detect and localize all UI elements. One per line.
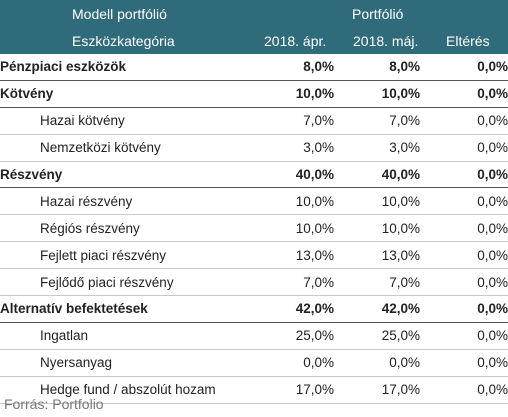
difference-value: 0,0% (420, 187, 508, 216)
may-value: 42,0% (334, 295, 420, 323)
table-row: Fejlődő piaci részvény 7,0% 7,0% 0,0% (0, 268, 508, 297)
difference-value: 0,0% (420, 54, 508, 81)
table-row: Régiós részvény 10,0% 10,0% 0,0% (0, 214, 508, 243)
april-value: 8,0% (250, 54, 334, 81)
table-row: Nyersanyag 0,0% 0,0% 0,0% (0, 349, 508, 377)
difference-value: 0,0% (420, 80, 508, 108)
row-label: Hedge fund / abszolút hozam (0, 376, 250, 404)
april-value: 17,0% (250, 376, 334, 404)
may-value: 17,0% (334, 376, 420, 404)
may-value: 3,0% (334, 134, 420, 162)
difference-value: 0,0% (420, 241, 508, 270)
may-value: 0,0% (334, 349, 420, 377)
april-value: 7,0% (250, 268, 334, 297)
table-row: Hedge fund / abszolút hozam 17,0% 17,0% … (0, 376, 508, 404)
difference-value: 0,0% (420, 134, 508, 162)
difference-value: 0,0% (420, 349, 508, 377)
may-value: 7,0% (334, 268, 420, 297)
row-label: Régiós részvény (0, 214, 250, 243)
april-value: 7,0% (250, 107, 334, 135)
april-value: 3,0% (250, 134, 334, 162)
row-label: Alternatív befektetések (0, 295, 250, 323)
difference-value: 0,0% (420, 295, 508, 323)
may-value: 10,0% (334, 187, 420, 216)
table-row: Alternatív befektetések 42,0% 42,0% 0,0% (0, 295, 508, 323)
may-column-header: 2018. máj. (353, 33, 419, 49)
table-row: Nemzetközi kötvény 3,0% 3,0% 0,0% (0, 134, 508, 162)
source-note: Forrás: Portfolio (4, 396, 104, 412)
table-row: Hazai kötvény 7,0% 7,0% 0,0% (0, 107, 508, 135)
april-value: 13,0% (250, 241, 334, 270)
april-value: 10,0% (250, 80, 334, 108)
row-label: Részvény (0, 161, 250, 189)
row-label: Nemzetközi kötvény (0, 134, 250, 162)
difference-value: 0,0% (420, 268, 508, 297)
difference-column-header: Eltérés (446, 33, 490, 49)
april-value: 42,0% (250, 295, 334, 323)
difference-value: 0,0% (420, 214, 508, 243)
may-value: 40,0% (334, 161, 420, 189)
april-value: 10,0% (250, 214, 334, 243)
table-row: Pénzpiaci eszközök 8,0% 8,0% 0,0% (0, 54, 508, 81)
table-row: Részvény 40,0% 40,0% 0,0% (0, 161, 508, 189)
difference-value: 0,0% (420, 322, 508, 350)
allocation-table: Pénzpiaci eszközök 8,0% 8,0% 0,0% Kötvén… (0, 54, 508, 404)
table-row: Hazai részvény 10,0% 10,0% 0,0% (0, 187, 508, 216)
table-row: Ingatlan 25,0% 25,0% 0,0% (0, 322, 508, 350)
april-column-header: 2018. ápr. (264, 33, 327, 49)
difference-value: 0,0% (420, 376, 508, 404)
portfolio-title: Portfólió (352, 6, 404, 22)
row-label: Hazai részvény (0, 187, 250, 216)
april-value: 10,0% (250, 187, 334, 216)
row-label: Nyersanyag (0, 349, 250, 377)
may-value: 7,0% (334, 107, 420, 135)
may-value: 25,0% (334, 322, 420, 350)
difference-value: 0,0% (420, 107, 508, 135)
model-portfolio-title: Modell portfólió (72, 6, 167, 22)
may-value: 10,0% (334, 214, 420, 243)
row-label: Hazai kötvény (0, 107, 250, 135)
april-value: 25,0% (250, 322, 334, 350)
may-value: 8,0% (334, 54, 420, 81)
may-value: 13,0% (334, 241, 420, 270)
row-label: Fejlődő piaci részvény (0, 268, 250, 297)
table-row: Kötvény 10,0% 10,0% 0,0% (0, 80, 508, 108)
row-label: Ingatlan (0, 322, 250, 350)
category-column-header: Eszközkategória (72, 33, 175, 49)
table-header: Modell portfólió Portfólió Eszközkategór… (0, 0, 508, 54)
april-value: 40,0% (250, 161, 334, 189)
row-label: Fejlett piaci részvény (0, 241, 250, 270)
may-value: 10,0% (334, 80, 420, 108)
difference-value: 0,0% (420, 161, 508, 189)
april-value: 0,0% (250, 349, 334, 377)
row-label: Kötvény (0, 80, 250, 108)
row-label: Pénzpiaci eszközök (0, 54, 250, 81)
table-row: Fejlett piaci részvény 13,0% 13,0% 0,0% (0, 241, 508, 270)
